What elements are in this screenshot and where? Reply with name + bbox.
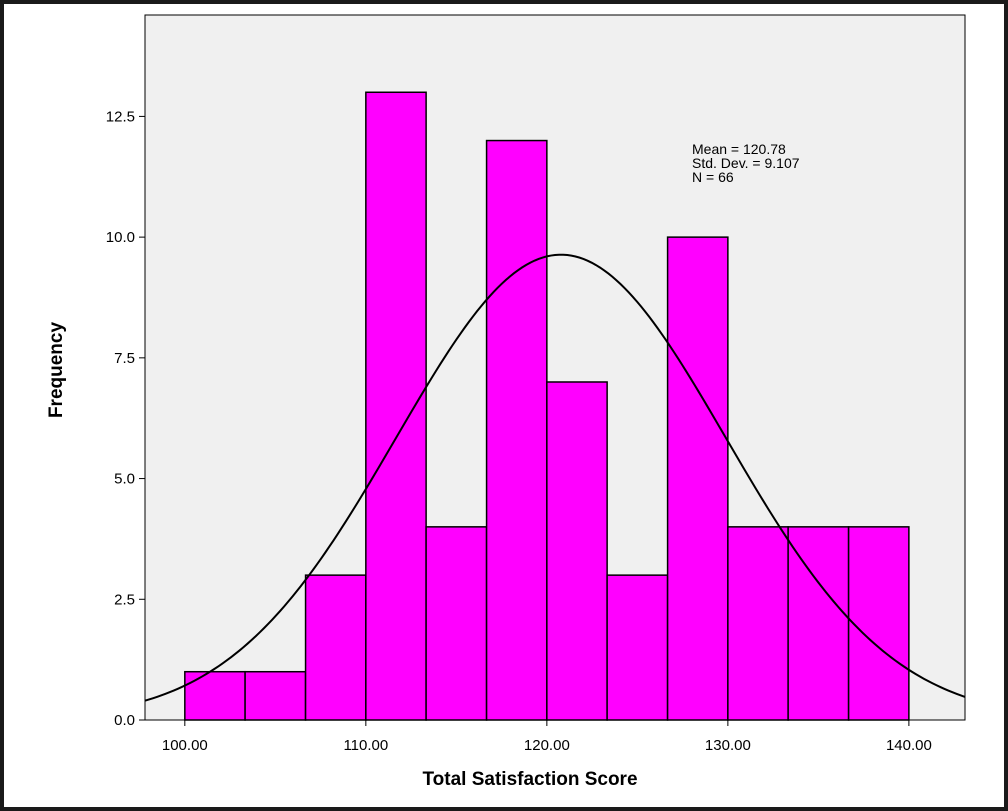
y-tick-label-4: 7.5: [114, 350, 135, 367]
x-tick-label-4: 130.00: [705, 737, 751, 754]
stats-n: N = 66: [692, 169, 734, 185]
x-tick-label-5: 140.00: [886, 737, 932, 754]
histogram-bar-5: [425, 526, 488, 721]
bars-layer: [184, 91, 910, 721]
histogram-bar-6: [485, 139, 548, 721]
normal-curve: [144, 253, 966, 702]
histogram-bar-10: [727, 526, 789, 721]
x-tick-label-1: 100.00: [162, 737, 208, 754]
y-axis-title: Frequency: [46, 322, 67, 419]
histogram-bar-11: [787, 526, 850, 721]
histogram-bar-8: [606, 574, 669, 721]
y-tick-label-6: 12.5: [106, 108, 135, 125]
stats-mean: Mean = 120.78: [692, 141, 786, 157]
x-axis-title: Total Satisfaction Score: [422, 769, 637, 790]
stats-std-dev: Std. Dev. = 9.107: [692, 155, 800, 171]
y-tick-label-5: 10.0: [106, 229, 135, 246]
x-tick-label-2: 110.00: [343, 737, 388, 754]
histogram-bar-3: [304, 574, 367, 721]
histogram-bar-9: [666, 236, 729, 721]
histogram-bar-7: [546, 381, 608, 721]
x-tick-label-3: 120.00: [524, 737, 570, 754]
y-tick-label-3: 5.0: [114, 471, 135, 488]
stats-box: Mean = 120.78 Std. Dev. = 9.107 N = 66: [692, 141, 800, 185]
histogram-bar-1: [184, 670, 246, 721]
axes-layer: 100.00 110.00 120.00 130.00 140.00 0.0 2.5 5.0 7…: [106, 108, 932, 754]
y-tick-label-2: 2.5: [114, 591, 135, 608]
histogram-bar-4: [365, 91, 427, 721]
histogram-bar-12: [847, 526, 910, 721]
histogram-bar-2: [244, 670, 307, 721]
y-tick-label-1: 0.0: [114, 712, 135, 729]
